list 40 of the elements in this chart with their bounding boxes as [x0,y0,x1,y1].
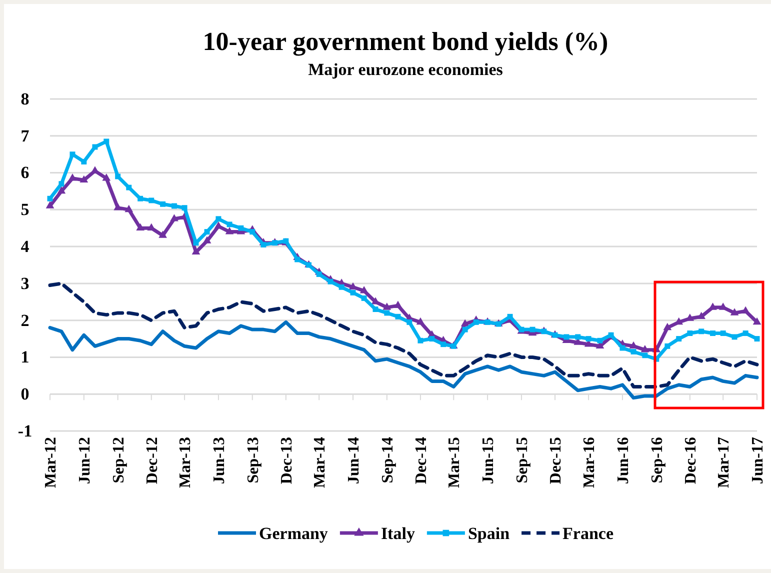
x-tick-label: Sep-12 [110,437,128,484]
x-tick-label: Sep-14 [380,437,397,484]
x-tick-label: Dec-12 [144,437,161,484]
x-tick-label: Jun-15 [480,437,498,484]
x-tick-label: Mar-16 [581,437,598,488]
x-tick-label: Jun-14 [346,437,363,484]
x-tick-label: Dec-14 [413,437,430,484]
legend-label: France [562,524,614,543]
line-series [48,320,759,400]
x-tick-label: Mar-12 [42,437,60,488]
x-tick-label: Jun-16 [615,437,632,484]
x-tick-label: Dec-16 [682,437,700,484]
line-series [48,282,759,388]
x-tick-label: Dec-13 [278,437,296,484]
y-tick-label: 3 [20,274,30,293]
y-tick-label: -1 [18,421,32,440]
x-tick-label: Mar-15 [446,437,464,488]
x-tick-label: Mar-17 [716,437,733,488]
legend-label: Italy [380,524,416,543]
x-tick-label: Sep-15 [514,437,532,484]
x-tick-label: Jun-17 [750,437,767,484]
chart-subtitle: Major eurozone economies [308,60,504,79]
y-tick-label: 6 [20,163,30,182]
y-tick-label: 8 [20,89,30,108]
x-tick-label: Jun-12 [76,437,94,484]
x-tick-label: Mar-13 [177,437,194,488]
chart-title: 10-year government bond yields (%) [202,27,608,56]
legend-label: Spain [468,524,510,543]
y-tick-label: 4 [20,236,30,256]
x-tick-label: Sep-16 [648,437,666,484]
x-tick-label: Sep-13 [244,437,262,484]
x-tick-label: Jun-13 [211,437,228,484]
y-tick-label: 2 [20,310,30,330]
y-tick-label: 0 [20,384,30,404]
y-tick-label: 1 [20,348,30,367]
x-tick-label: Mar-14 [312,437,329,488]
y-tick-label: 5 [20,200,30,220]
legend-label: Germany [259,524,328,543]
x-tick-label: Dec-15 [548,437,565,484]
y-tick-label: 7 [20,126,30,146]
